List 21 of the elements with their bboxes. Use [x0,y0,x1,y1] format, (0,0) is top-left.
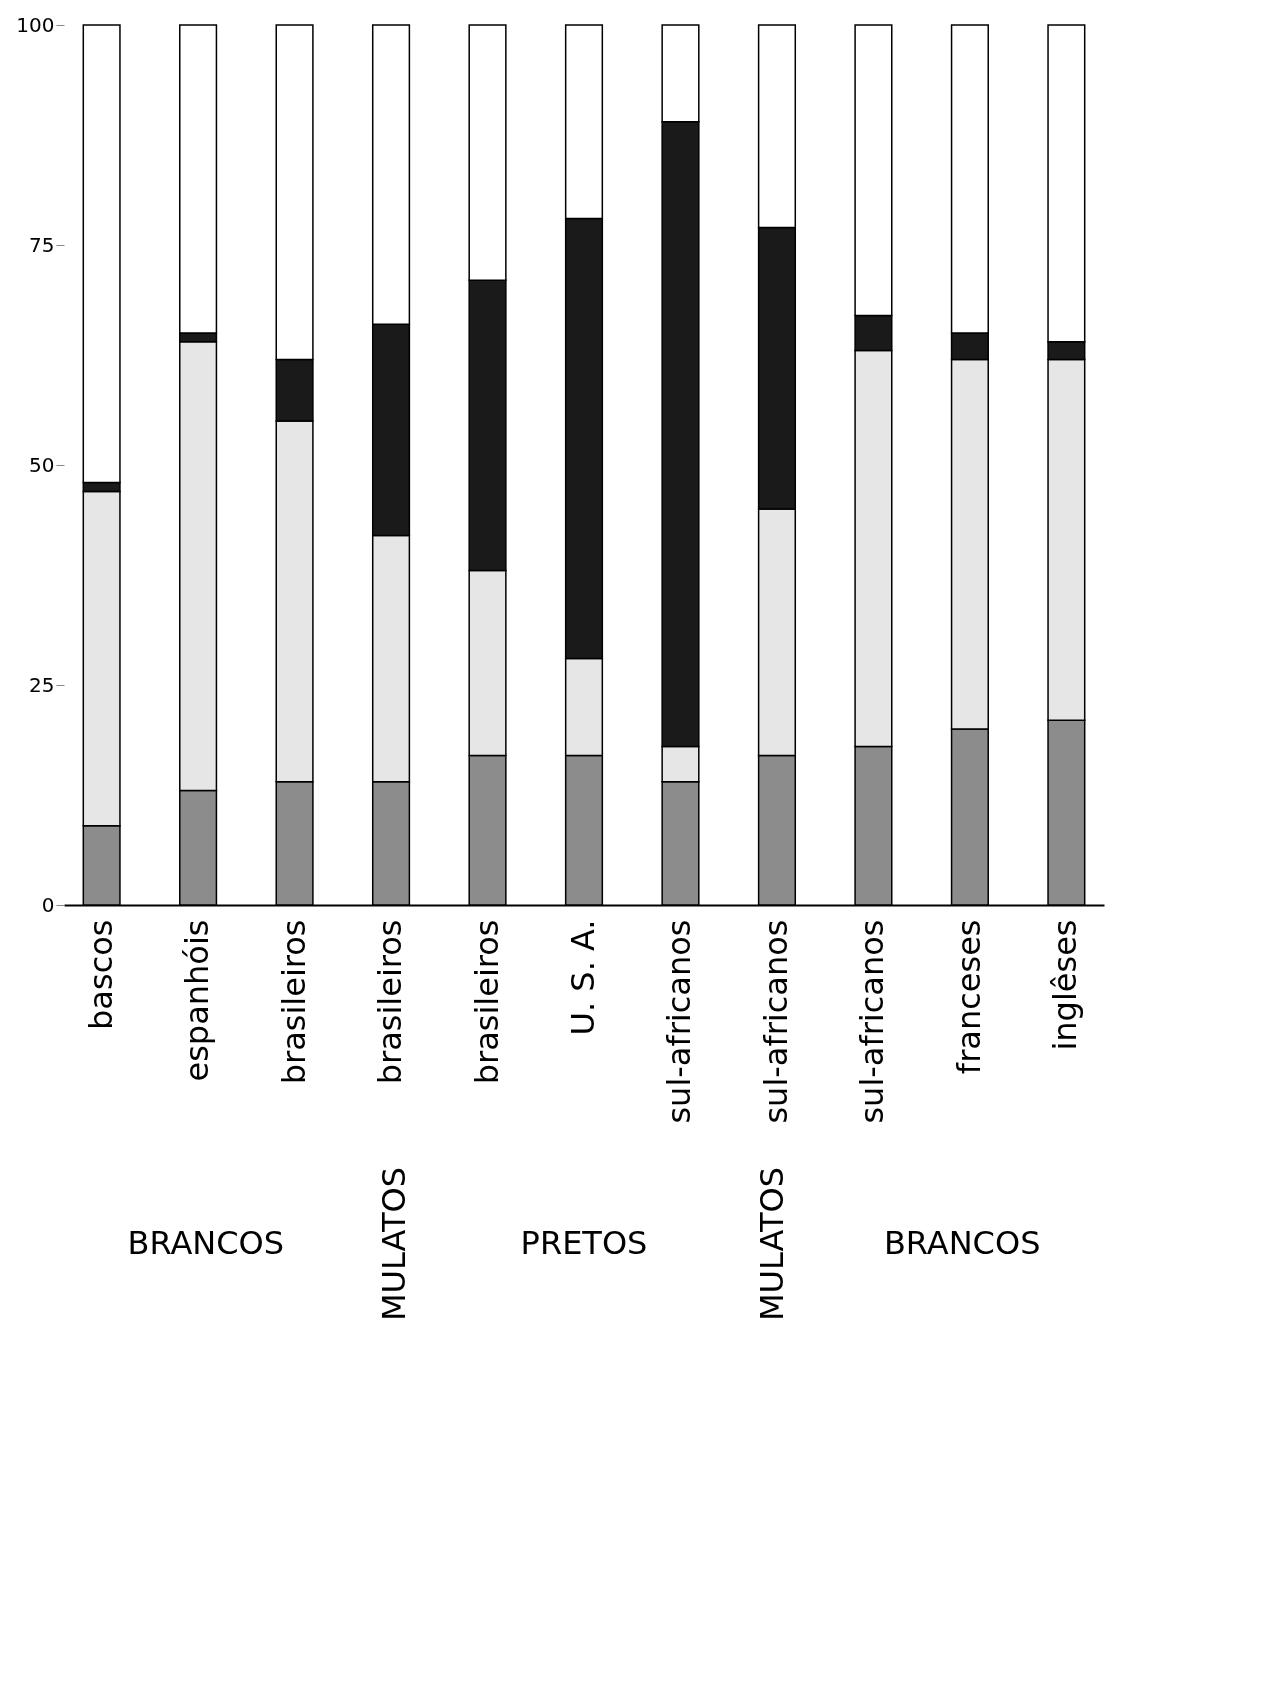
x-tick-label: sul-africanos [756,919,795,1124]
y-tick-label: 50 [29,452,55,477]
text: MULATOS [374,1166,413,1322]
x-tick-label: brasileiros [467,919,506,1085]
y-tick-label: 25 [29,672,55,697]
x-tick-label: espanhóis [178,919,217,1082]
text: MULATOS [753,1166,792,1322]
y-tick-label: 100 [16,12,55,37]
x-tick-label: sul-africanos [660,919,699,1124]
x-tick-label: inglêses [1046,919,1085,1051]
y-tick-label: 0 [41,892,55,917]
x-tick-label: bascos [81,919,120,1030]
x-tick-label: brasileiros [371,919,410,1085]
text: BRANCOS [883,1224,1041,1262]
x-tick-label: U. S. A. [564,919,602,1036]
text: BRANCOS [127,1224,285,1262]
x-tick-label: brasileiros [274,919,313,1085]
x-tick-label: sul-africanos [853,919,892,1124]
text: PRETOS [520,1224,648,1262]
y-tick-label: 75 [29,232,55,257]
x-tick-label: franceses [949,919,988,1075]
